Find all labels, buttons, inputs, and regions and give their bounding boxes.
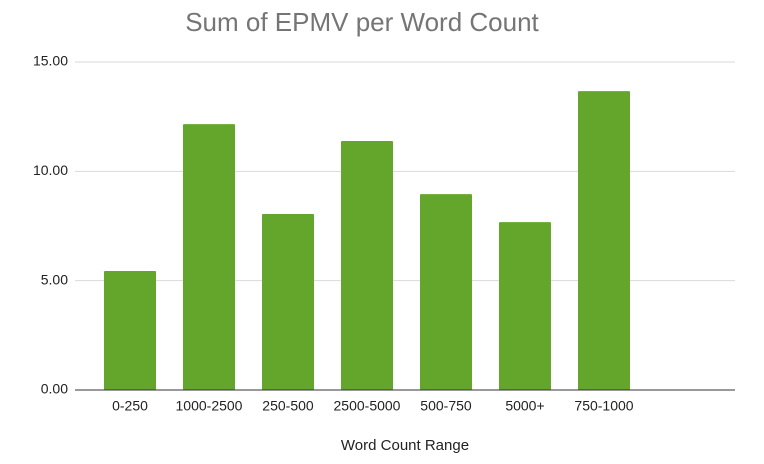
bar xyxy=(104,271,156,390)
x-tick-label: 500-750 xyxy=(420,398,472,414)
bar xyxy=(262,213,314,390)
bar xyxy=(183,124,235,391)
bar xyxy=(578,91,630,390)
bar xyxy=(341,140,393,390)
x-tick-label: 750-1000 xyxy=(574,398,633,414)
x-axis-label: Word Count Range xyxy=(341,437,469,454)
y-tick-label: 10.00 xyxy=(33,162,68,178)
x-tick-label: 0-250 xyxy=(112,398,148,414)
x-tick-label: 5000+ xyxy=(505,398,544,414)
y-tick-label: 5.00 xyxy=(41,271,68,287)
bar xyxy=(420,194,472,390)
chart-title: Sum of EPMV per Word Count xyxy=(185,7,539,37)
x-tick-label: 250-500 xyxy=(262,398,314,414)
y-tick-label: 15.00 xyxy=(33,53,68,69)
x-tick-label: 2500-5000 xyxy=(334,398,401,414)
bar xyxy=(499,222,551,390)
x-tick-label: 1000-2500 xyxy=(176,398,243,414)
y-tick-label: 0.00 xyxy=(41,381,68,397)
